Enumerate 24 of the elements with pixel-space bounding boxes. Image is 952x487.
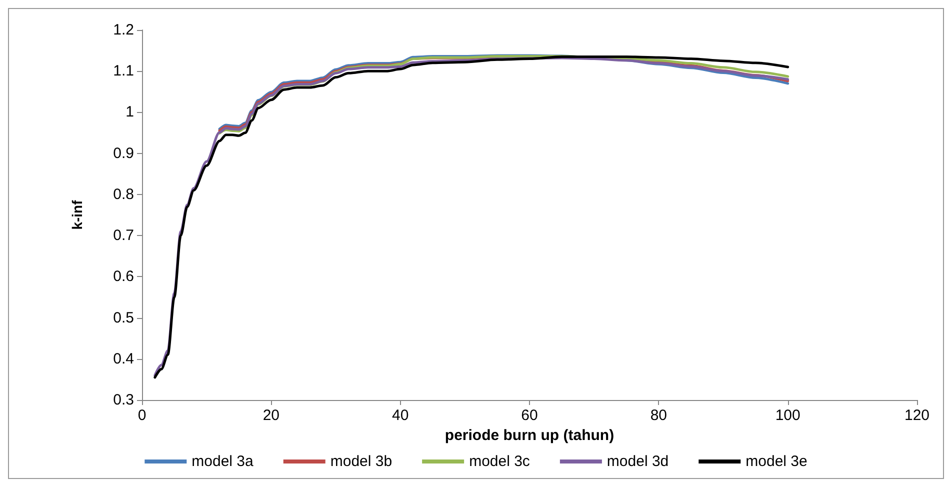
y-tick-label: 0.3	[113, 392, 134, 408]
x-tick-label: 40	[392, 407, 409, 424]
x-tick-label: 80	[650, 407, 668, 424]
x-tick-label: 20	[262, 407, 280, 424]
legend-label: model 3d	[606, 453, 669, 470]
y-tick-label: 0.8	[113, 186, 134, 203]
x-tick-label: 0	[138, 407, 146, 424]
y-tick-label: 0.7	[113, 227, 134, 244]
legend-label: model 3a	[192, 453, 254, 470]
x-axis-title: periode burn up (tahun)	[444, 426, 614, 444]
y-tick-label: 0.5	[113, 309, 134, 326]
x-tick-label: 120	[904, 407, 930, 424]
legend-label: model 3e	[746, 453, 808, 470]
y-tick-label: 0.6	[113, 268, 134, 286]
legend-label: model 3c	[469, 453, 530, 470]
y-tick-label: 0.9	[113, 144, 134, 162]
y-axis-title: k-inf	[69, 200, 85, 230]
y-tick-label: 1.2	[113, 22, 134, 38]
legend-label: model 3b	[330, 453, 392, 470]
x-tick-label: 100	[775, 407, 800, 424]
x-tick-label: 60	[521, 407, 538, 424]
y-tick-label: 1	[126, 104, 134, 121]
y-tick-label: 1.1	[113, 62, 134, 80]
y-tick-label: 0.4	[113, 350, 134, 368]
